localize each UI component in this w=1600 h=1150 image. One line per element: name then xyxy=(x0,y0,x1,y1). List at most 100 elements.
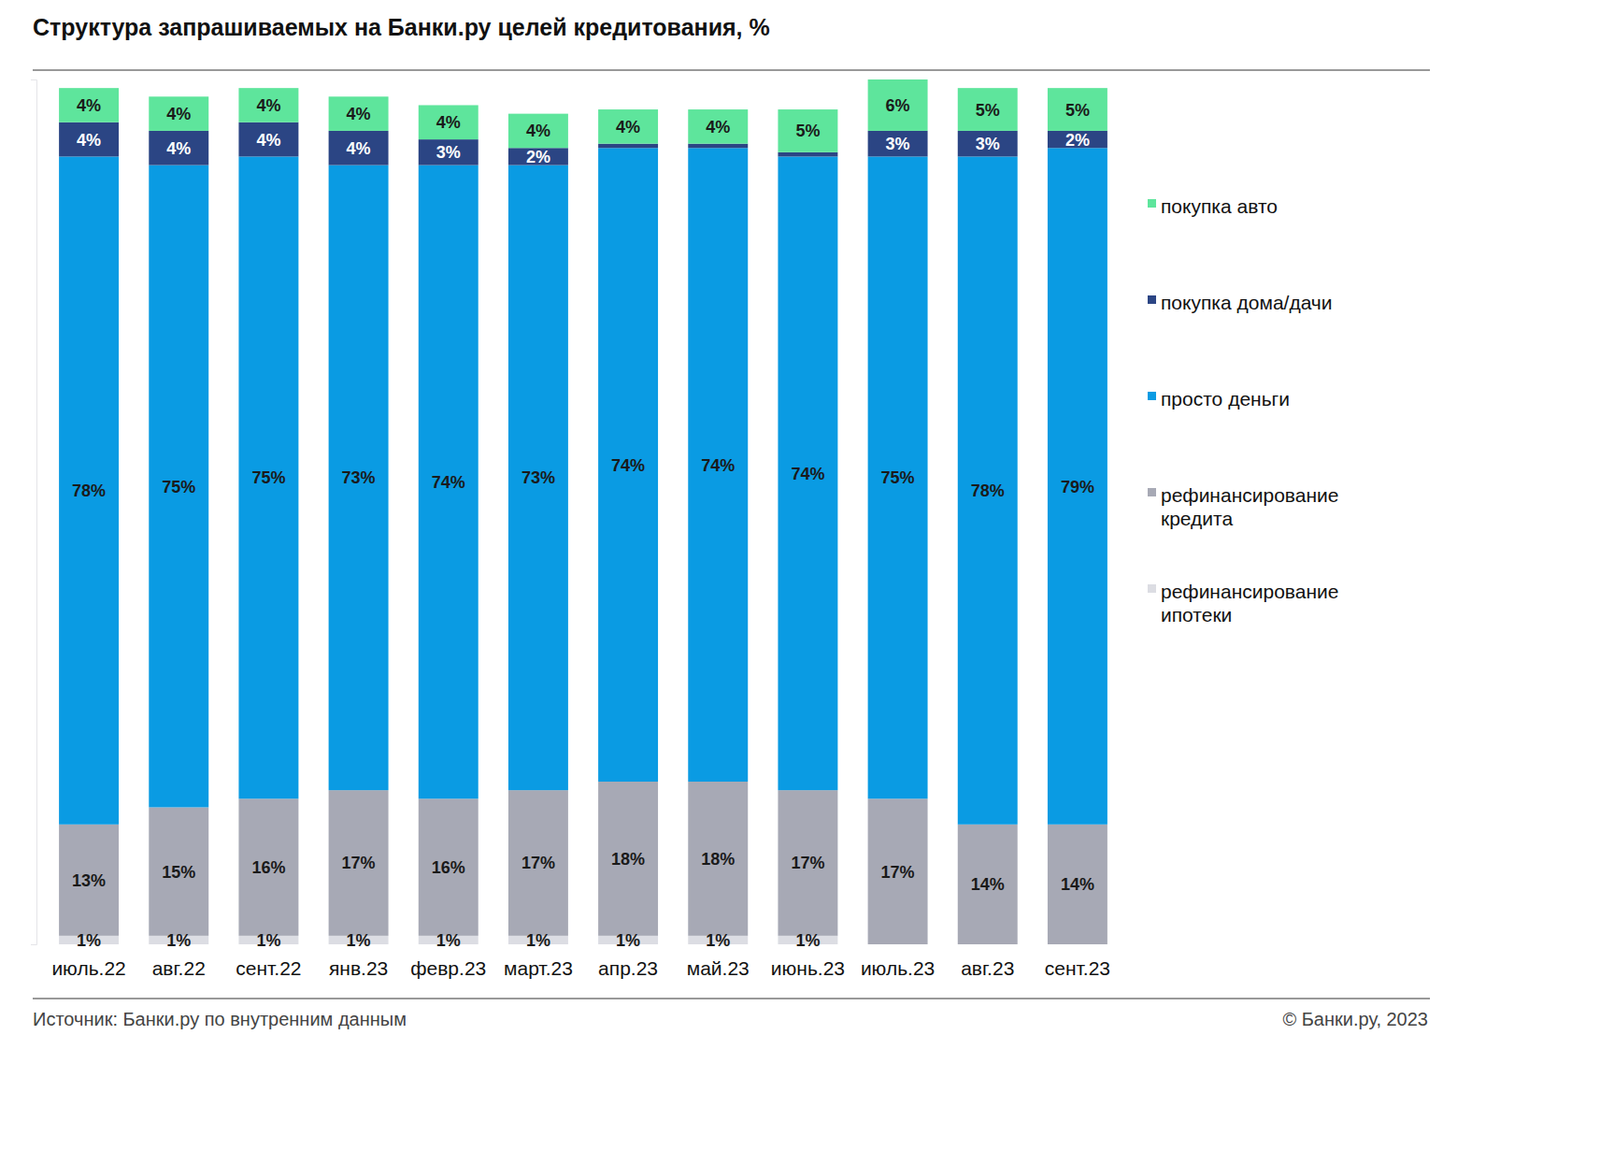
bar-segment xyxy=(148,806,209,935)
x-tick: март.23 xyxy=(503,943,573,979)
data-label: 1% xyxy=(166,930,191,950)
data-label: 4% xyxy=(166,139,191,158)
bar-segment xyxy=(328,165,389,791)
x-tick-label: июль.23 xyxy=(860,957,935,979)
bar-segment xyxy=(687,143,748,149)
x-tick-label: авг.22 xyxy=(152,957,206,979)
title: Структура запрашиваемых на Банки.ру целе… xyxy=(32,14,771,41)
data-label: 4% xyxy=(705,117,730,137)
x-tick: февр.23 xyxy=(410,943,486,979)
chart: Структура запрашиваемых на Банки.ру целе… xyxy=(0,0,1600,1150)
data-label: 73% xyxy=(342,468,376,487)
bar-segment xyxy=(598,147,658,782)
x-tick: сент.23 xyxy=(1044,943,1111,979)
bar-segment xyxy=(868,798,929,944)
legend-item: рефинансированиекредита xyxy=(1147,484,1339,529)
x-tick: май.23 xyxy=(686,943,750,979)
bar-segment xyxy=(957,156,1018,824)
bar-segment xyxy=(58,122,119,158)
legend-item: покупка авто xyxy=(1147,195,1278,217)
legend-label: рефинансированиекредита xyxy=(1160,484,1339,529)
legend-swatch xyxy=(1147,295,1157,304)
bar-segment xyxy=(238,156,299,799)
data-label: 78% xyxy=(71,481,106,500)
data-label: 74% xyxy=(700,456,735,475)
series xyxy=(58,79,1108,153)
legend-item: покупка дома/дачи xyxy=(1147,291,1333,314)
data-label: 4% xyxy=(436,113,461,132)
data-label: 13% xyxy=(71,871,106,890)
data-label: 5% xyxy=(1065,100,1090,120)
data-label: 4% xyxy=(346,139,372,158)
x-tick-label: апр.23 xyxy=(598,957,658,979)
bars xyxy=(58,79,1108,944)
bar-segment xyxy=(418,104,479,140)
data-label: 17% xyxy=(342,853,376,872)
legend-swatch xyxy=(1147,584,1157,593)
bar-segment xyxy=(957,87,1018,131)
data-label: 3% xyxy=(885,134,911,154)
x-tick-label: май.23 xyxy=(686,957,750,979)
bar-segment xyxy=(1047,824,1108,944)
bar-segment xyxy=(1047,87,1108,131)
x-tick: авг.23 xyxy=(960,943,1015,979)
data-label: 1% xyxy=(436,930,461,950)
data-label: 2% xyxy=(1065,130,1090,150)
bar-segment xyxy=(777,109,838,153)
bar-segment xyxy=(508,165,569,791)
data-label: 1% xyxy=(346,930,372,950)
legend-label: рефинансированиеипотеки xyxy=(1160,580,1339,626)
bar-segment xyxy=(418,165,479,800)
data-label: 1% xyxy=(76,930,101,950)
bar-segment xyxy=(957,824,1018,944)
bar-segment xyxy=(598,781,658,936)
bar-segment xyxy=(238,798,299,936)
x-tick: сент.22 xyxy=(235,943,301,979)
data-label: 6% xyxy=(885,96,911,115)
x-tick-label: сент.23 xyxy=(1044,957,1111,979)
bar-segment xyxy=(238,122,299,158)
bar-segment xyxy=(868,156,929,799)
data-label: 15% xyxy=(161,862,196,882)
data-label: 17% xyxy=(790,853,825,872)
bar-segment xyxy=(598,109,658,144)
bar-segment xyxy=(777,152,838,158)
x-tick-label: янв.23 xyxy=(328,957,388,979)
y-axis-line xyxy=(30,80,38,945)
data-label: 79% xyxy=(1060,477,1095,497)
bar-segment xyxy=(418,798,479,936)
series xyxy=(58,781,1108,944)
data-label: 1% xyxy=(705,930,730,950)
data-label: 74% xyxy=(611,456,645,475)
data-label: 75% xyxy=(251,468,286,487)
data-labels: 1%1%1%1%1%1%1%1%1%13%15%16%17%16%17%18%1… xyxy=(71,96,1095,950)
data-label: 4% xyxy=(346,104,372,124)
x-tick-label: июль.22 xyxy=(51,957,126,979)
legend-swatch xyxy=(1147,199,1157,208)
bar-segment xyxy=(328,130,389,166)
bar-segment xyxy=(1047,147,1108,825)
data-label: 14% xyxy=(971,874,1005,894)
x-tick: апр.23 xyxy=(598,943,658,979)
legend-item: просто деньги xyxy=(1147,387,1290,410)
bar-segment xyxy=(328,789,389,936)
data-label: 4% xyxy=(76,96,101,115)
bar-segment xyxy=(148,96,209,131)
data-label: 3% xyxy=(975,134,1000,154)
data-label: 18% xyxy=(700,849,735,869)
legend-swatch xyxy=(1147,391,1157,400)
data-label: 5% xyxy=(795,121,820,141)
series xyxy=(58,147,1108,825)
data-label: 4% xyxy=(256,96,281,115)
bar-segment xyxy=(58,156,119,824)
data-label: 1% xyxy=(795,930,820,950)
data-label: 17% xyxy=(521,853,556,872)
legend-swatch xyxy=(1147,487,1157,497)
data-label: 1% xyxy=(256,930,281,950)
data-label: 16% xyxy=(431,857,466,877)
top-rule xyxy=(32,70,1430,72)
data-label: 1% xyxy=(615,930,641,950)
series xyxy=(58,122,1108,166)
bar-segment xyxy=(777,156,838,790)
credit: © Банки.ру, 2023 xyxy=(1282,1008,1429,1029)
